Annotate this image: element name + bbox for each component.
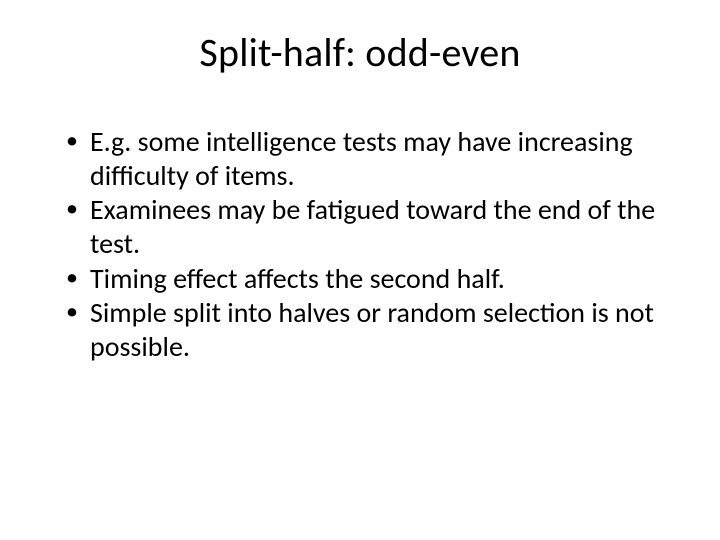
list-item: Examinees may be fatigued toward the end…: [60, 193, 660, 261]
slide: Split-half: odd-even E.g. some intellige…: [0, 0, 720, 540]
list-item: Simple split into halves or random selec…: [60, 296, 660, 364]
bullet-list: E.g. some intelligence tests may have in…: [60, 125, 660, 364]
slide-title: Split-half: odd-even: [60, 28, 660, 77]
list-item: Timing effect affects the second half.: [60, 262, 660, 296]
list-item: E.g. some intelligence tests may have in…: [60, 125, 660, 193]
